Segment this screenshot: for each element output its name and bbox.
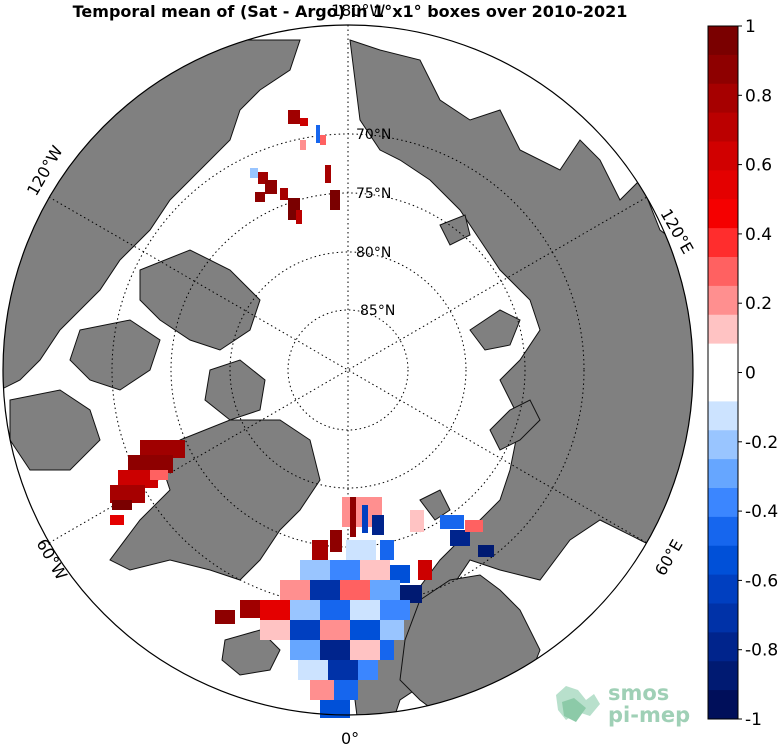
colorbar-swatch: [708, 603, 738, 633]
colorbar-swatch: [708, 488, 738, 518]
land-archipelago-3: [204, 359, 266, 421]
parallel-85: [287, 309, 409, 431]
colorbar-tick-label: -0.6: [745, 571, 778, 591]
lat-label-75: 75°N: [356, 186, 391, 202]
colorbar-labels: 1 0.8 0.6 0.4 0.2 0 -0.2 -0.4 -0.6 -0.8 -1: [738, 17, 778, 730]
colorbar-tick-label: 0.2: [745, 294, 772, 314]
smos-pimep-logo: smos pi-mep: [556, 681, 690, 727]
colorbar-swatch: [708, 545, 738, 576]
colorbar-swatch: [708, 26, 738, 56]
lat-label-85: 85°N: [360, 303, 395, 319]
colorbar-swatch: [708, 54, 738, 85]
lat-label-70: 70°N: [356, 127, 391, 143]
logo-line-1: smos: [608, 681, 669, 705]
colorbar-tick-label: 0.8: [745, 86, 772, 106]
colorbar-tick-label: 0.4: [745, 225, 772, 245]
land-novaya-zemlya: [489, 399, 541, 451]
colorbar-swatch: [708, 83, 738, 114]
colorbar-swatch: [708, 141, 738, 171]
lat-label-80: 80°N: [356, 245, 391, 261]
colorbar-swatch: [708, 430, 738, 460]
colorbar-swatch: [708, 661, 738, 691]
lon-label-0: 0°: [341, 729, 359, 746]
colorbar-tick-label: -0.4: [745, 502, 778, 522]
colorbar-swatch: [708, 690, 738, 720]
land-archipelago-2: [69, 319, 161, 391]
lon-label-180w: 180°W: [331, 1, 386, 20]
parallel-80: [229, 251, 467, 489]
land-severnaya-zemlya: [469, 309, 521, 351]
colorbar-swatch: [708, 228, 738, 258]
data-boxes-pacific-arctic: [250, 110, 340, 224]
graticule: [48, 25, 648, 715]
logo-mark-shade-icon: [562, 698, 586, 722]
map-title: Temporal mean of (Sat - Argo) in 1°x1° b…: [72, 2, 628, 21]
colorbar-tick-label: 1: [745, 17, 756, 37]
colorbar-swatch: [708, 314, 738, 345]
colorbar-swatch: [708, 459, 738, 489]
colorbar-tick-label: -0.2: [745, 433, 778, 453]
colorbar-swatch: [708, 170, 738, 200]
colorbar-tick-label: -0.8: [745, 641, 778, 661]
land-archipelago-1: [139, 249, 261, 351]
colorbar-swatch: [708, 516, 738, 547]
colorbar-swatch: [708, 343, 738, 374]
data-boxes-baffin: [110, 440, 185, 525]
data-boxes-nordic: [215, 497, 494, 718]
colorbar-tick-label: 0.6: [745, 156, 772, 176]
colorbar-swatch: [708, 574, 738, 605]
logo-line-2: pi-mep: [608, 703, 690, 727]
colorbar-swatch: [708, 632, 738, 662]
land-archipelago-4: [9, 389, 101, 471]
colorbar-swatch: [708, 199, 738, 229]
land-new-siberian-islands: [439, 214, 471, 246]
colorbar-swatch: [708, 372, 738, 402]
colorbar: [708, 26, 738, 720]
colorbar-tick-label: 0: [745, 364, 756, 384]
colorbar-swatch: [708, 112, 738, 143]
colorbar-swatch: [708, 257, 738, 287]
land-svalbard: [419, 489, 451, 521]
colorbar-swatch: [708, 401, 738, 431]
colorbar-tick-label: -1: [745, 710, 762, 730]
lon-label-60e: 60°E: [651, 536, 687, 579]
colorbar-swatch: [708, 285, 738, 316]
map-boundary: [2, 24, 694, 716]
